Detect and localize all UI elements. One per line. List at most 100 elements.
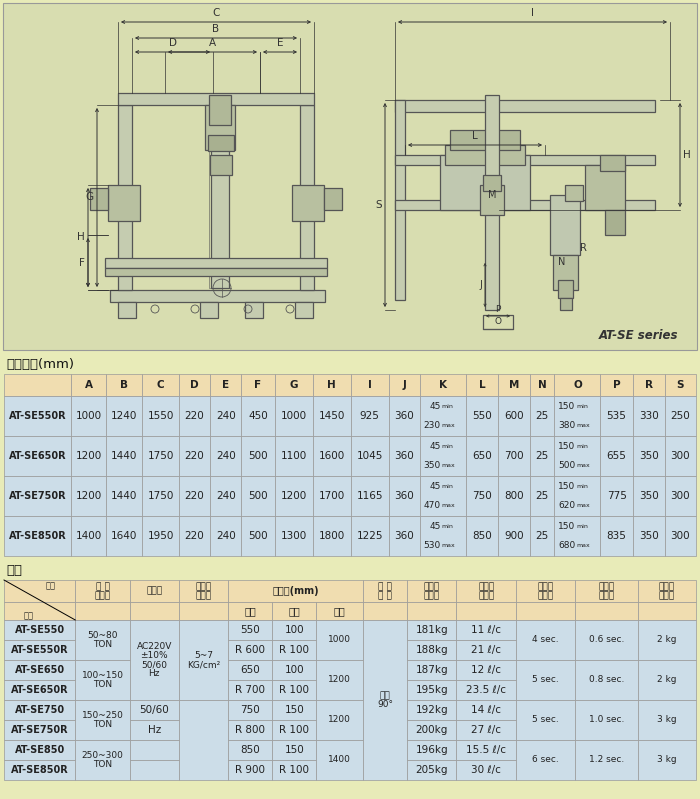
Text: 100~150: 100~150	[81, 671, 123, 680]
Text: 750: 750	[240, 705, 260, 715]
Bar	[106, 436, 142, 476]
Text: TON: TON	[93, 720, 112, 729]
Bar	[295, 302, 313, 318]
Text: 2 kg: 2 kg	[657, 675, 677, 685]
Text: 行　程(mm): 行 程(mm)	[272, 586, 319, 596]
Text: 1.0 sec.: 1.0 sec.	[589, 715, 624, 725]
Bar	[420, 516, 466, 556]
Text: 350: 350	[639, 491, 659, 501]
Bar	[274, 516, 313, 556]
Text: S: S	[375, 200, 382, 210]
Bar	[665, 476, 696, 516]
Bar	[4, 436, 71, 476]
Text: 14 ℓ/c: 14 ℓ/c	[471, 705, 501, 715]
Bar	[456, 602, 516, 620]
Text: TON: TON	[93, 680, 112, 689]
Text: 530: 530	[424, 541, 441, 550]
Text: 220: 220	[185, 531, 204, 541]
Bar	[389, 396, 420, 436]
Text: 850: 850	[240, 745, 260, 755]
Bar	[179, 374, 210, 396]
Bar	[351, 396, 388, 436]
Bar	[4, 602, 76, 620]
Text: 0.6 sec.: 0.6 sec.	[589, 635, 624, 645]
Text: 45: 45	[429, 523, 441, 531]
Text: 時　間: 時 間	[598, 591, 615, 600]
Text: 550: 550	[240, 625, 260, 635]
Text: 240: 240	[216, 531, 235, 541]
Text: B: B	[212, 24, 220, 34]
Text: 188kg: 188kg	[415, 645, 448, 655]
Text: 100: 100	[284, 665, 304, 675]
Bar	[313, 436, 351, 476]
Bar	[4, 396, 71, 436]
Text: 150~250: 150~250	[81, 711, 123, 720]
Bar	[363, 602, 407, 620]
Text: max: max	[442, 463, 456, 467]
Text: 925: 925	[360, 411, 379, 421]
Text: 90°: 90°	[377, 700, 393, 709]
Bar	[554, 374, 601, 396]
Bar	[363, 620, 407, 780]
Text: AT-SE series: AT-SE series	[598, 329, 678, 342]
Text: 21 ℓ/c: 21 ℓ/c	[471, 645, 501, 655]
Bar	[483, 175, 501, 191]
Bar	[554, 476, 601, 516]
Bar	[575, 602, 638, 620]
Bar	[316, 620, 363, 660]
Text: J: J	[479, 280, 482, 290]
Bar	[665, 436, 696, 476]
Bar	[241, 436, 274, 476]
Text: 3 kg: 3 kg	[657, 715, 677, 725]
Text: R 100: R 100	[279, 645, 309, 655]
Bar	[272, 740, 316, 760]
Text: 220: 220	[185, 491, 204, 501]
Bar	[3, 3, 697, 350]
Bar	[209, 95, 231, 125]
Text: I: I	[368, 380, 372, 390]
Bar	[565, 185, 583, 201]
Text: 4 sec.: 4 sec.	[533, 635, 559, 645]
Text: 1045: 1045	[356, 451, 383, 461]
Bar	[516, 580, 575, 602]
Bar	[4, 476, 71, 516]
Text: 5~7: 5~7	[194, 651, 213, 660]
Text: max: max	[442, 543, 456, 547]
Bar	[316, 660, 363, 700]
Text: 150: 150	[284, 745, 304, 755]
Bar	[575, 620, 638, 660]
Bar	[601, 436, 633, 476]
Bar	[351, 374, 388, 396]
Bar	[466, 516, 498, 556]
Text: 150: 150	[284, 705, 304, 715]
Bar	[110, 290, 325, 302]
Bar	[456, 760, 516, 780]
Text: G: G	[86, 193, 94, 202]
Bar	[440, 155, 530, 210]
Text: max: max	[576, 543, 590, 547]
Bar	[407, 620, 456, 640]
Text: 25: 25	[536, 451, 549, 461]
Text: 380: 380	[558, 421, 575, 430]
Bar	[274, 476, 313, 516]
Text: C: C	[212, 8, 220, 18]
Bar	[4, 760, 76, 780]
Bar	[483, 315, 513, 329]
Text: AT-SE550R: AT-SE550R	[8, 411, 66, 421]
Bar	[210, 436, 242, 476]
Text: 350: 350	[639, 531, 659, 541]
Bar	[665, 516, 696, 556]
Bar	[638, 700, 696, 740]
Text: 450: 450	[248, 411, 268, 421]
Bar	[633, 476, 665, 516]
Text: 300: 300	[671, 491, 690, 501]
Bar	[480, 185, 504, 215]
Text: max: max	[442, 423, 456, 427]
Bar	[530, 476, 554, 516]
Text: 1800: 1800	[318, 531, 344, 541]
Bar	[407, 580, 456, 602]
Bar	[633, 374, 665, 396]
Bar	[530, 436, 554, 476]
Bar	[601, 516, 633, 556]
Bar	[554, 516, 601, 556]
